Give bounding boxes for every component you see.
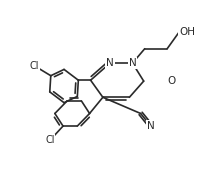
Text: N: N [147,121,155,131]
Text: Cl: Cl [30,61,39,71]
Text: OH: OH [180,27,195,37]
Text: Cl: Cl [45,135,55,146]
Text: O: O [167,76,175,86]
Text: N: N [147,121,155,131]
Text: N: N [128,58,136,68]
Text: N: N [106,58,114,68]
